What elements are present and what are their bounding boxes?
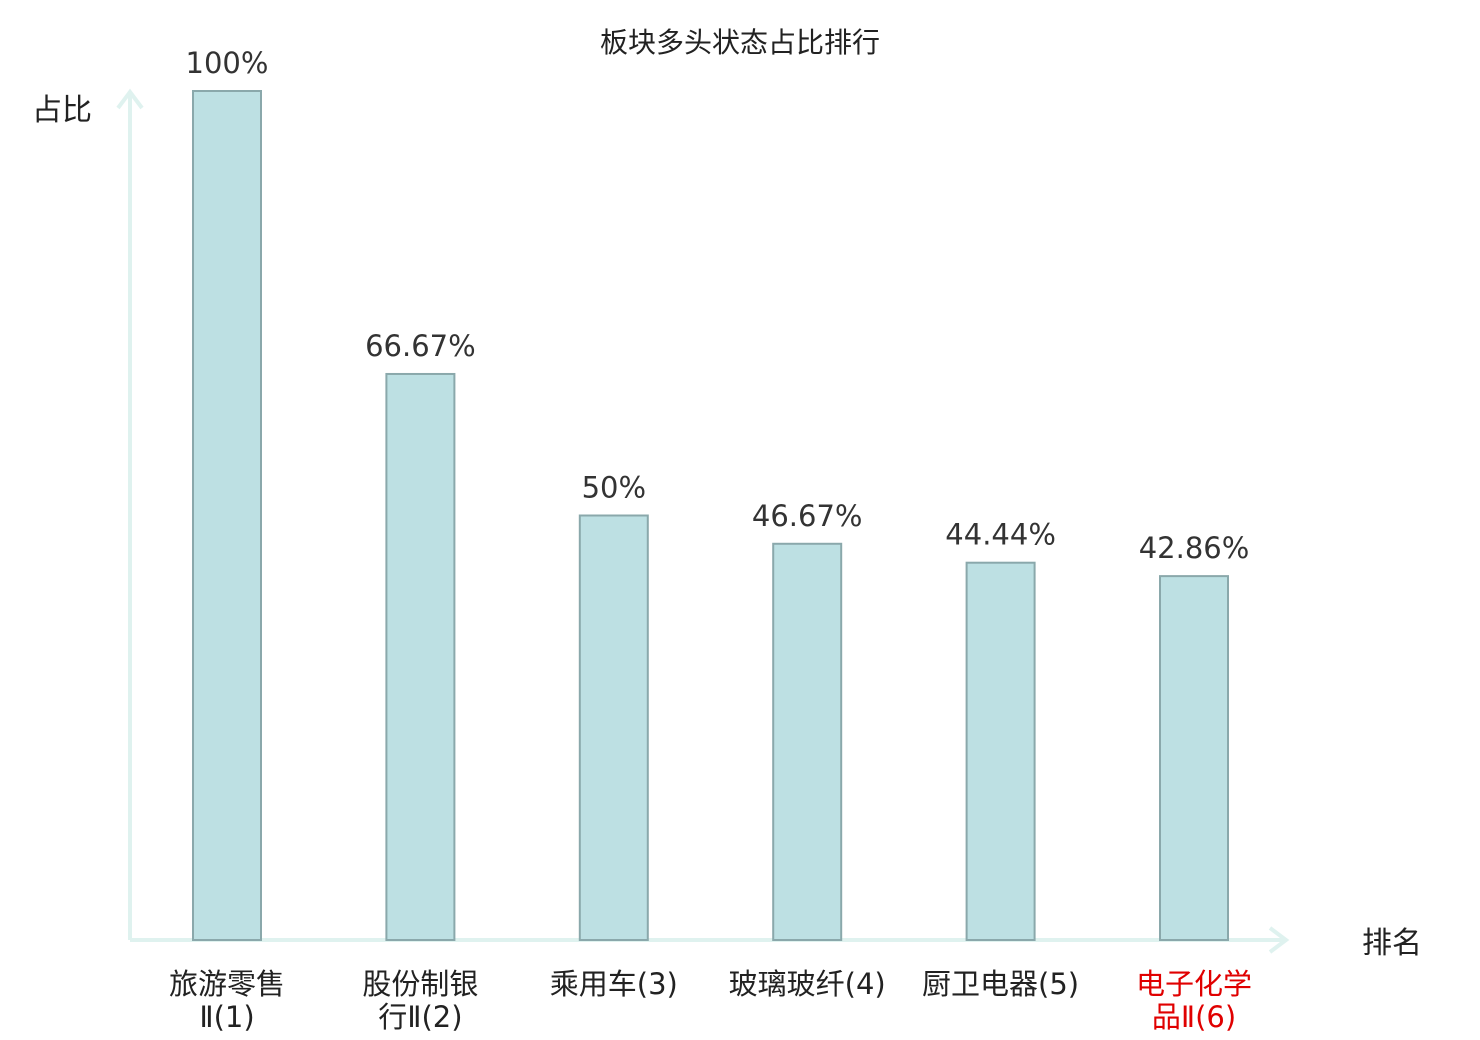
x-axis-label: 排名 bbox=[1362, 926, 1422, 961]
chart-title: 板块多头状态占比排行 bbox=[600, 26, 880, 59]
category-label-6-line-1: 电子化学 bbox=[1136, 967, 1252, 1001]
bar-1 bbox=[192, 90, 262, 941]
value-labels: 100% 66.67% 50% 46.67% 44.44% 42.86% bbox=[186, 46, 1250, 565]
category-label-1-line-1: 旅游零售 bbox=[169, 967, 285, 1001]
bar-value-label-1: 100% bbox=[186, 46, 269, 80]
x-axis-arrow bbox=[1268, 926, 1290, 954]
bar-6 bbox=[1159, 575, 1229, 941]
axes bbox=[116, 88, 1290, 954]
bar-value-label-2: 66.67% bbox=[365, 329, 476, 363]
bars bbox=[192, 90, 1229, 942]
category-label-2-line-2: 行Ⅱ(2) bbox=[378, 1000, 462, 1034]
category-label-3-line-1: 乘用车(3) bbox=[550, 967, 678, 1001]
bar-value-label-3: 50% bbox=[582, 471, 646, 505]
y-axis-label: 占比 bbox=[32, 93, 92, 128]
bar-value-label-4: 46.67% bbox=[752, 499, 863, 533]
category-label-4-line-1: 玻璃玻纤(4) bbox=[729, 967, 886, 1001]
bar-4 bbox=[772, 542, 843, 942]
bar-value-label-6: 42.86% bbox=[1139, 531, 1250, 565]
bar-5 bbox=[965, 561, 1036, 941]
bar-value-label-5: 44.44% bbox=[945, 518, 1056, 552]
bar-2 bbox=[385, 372, 456, 942]
bar-3 bbox=[578, 514, 649, 941]
category-label-5-line-1: 厨卫电器(5) bbox=[922, 967, 1079, 1001]
category-label-1-line-2: Ⅱ(1) bbox=[199, 1000, 254, 1034]
y-axis-arrow bbox=[116, 88, 144, 110]
category-label-6-line-2: 品Ⅱ(6) bbox=[1152, 1000, 1236, 1034]
category-label-2-line-1: 股份制银 bbox=[362, 967, 478, 1001]
